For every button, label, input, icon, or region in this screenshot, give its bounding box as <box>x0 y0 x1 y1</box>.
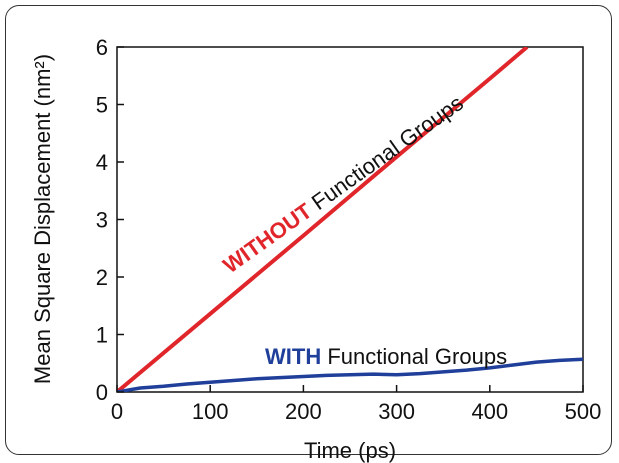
x-tick-label: 400 <box>471 399 508 424</box>
x-tick-label: 500 <box>565 399 602 424</box>
y-tick-label: 0 <box>96 380 108 405</box>
y-tick-label: 5 <box>96 93 108 118</box>
annotation-with-bold: WITH <box>265 344 321 369</box>
annotation-with-rest: Functional Groups <box>321 344 507 369</box>
x-tick-label: 100 <box>192 399 229 424</box>
series-line-0 <box>117 47 529 392</box>
series-line-1 <box>117 357 583 392</box>
chart-frame <box>5 5 612 455</box>
annotation-without-rest: Functional Groups <box>302 90 468 218</box>
plot-area <box>116 46 584 393</box>
y-tick-label: 3 <box>96 208 108 233</box>
annotation-without: WITHOUT Functional Groups <box>218 90 467 278</box>
y-tick-label: 4 <box>96 150 108 175</box>
x-tick-label: 0 <box>111 399 123 424</box>
y-axis-title: Mean Square Displacement (nm²) <box>30 54 55 384</box>
x-tick-label: 200 <box>285 399 322 424</box>
x-tick-label: 300 <box>378 399 415 424</box>
annotation-with: WITH Functional Groups <box>265 344 507 369</box>
x-axis-title: Time (ps) <box>304 438 396 463</box>
y-tick-label: 1 <box>96 323 108 348</box>
y-tick-label: 6 <box>96 35 108 60</box>
y-tick-label: 2 <box>96 265 108 290</box>
